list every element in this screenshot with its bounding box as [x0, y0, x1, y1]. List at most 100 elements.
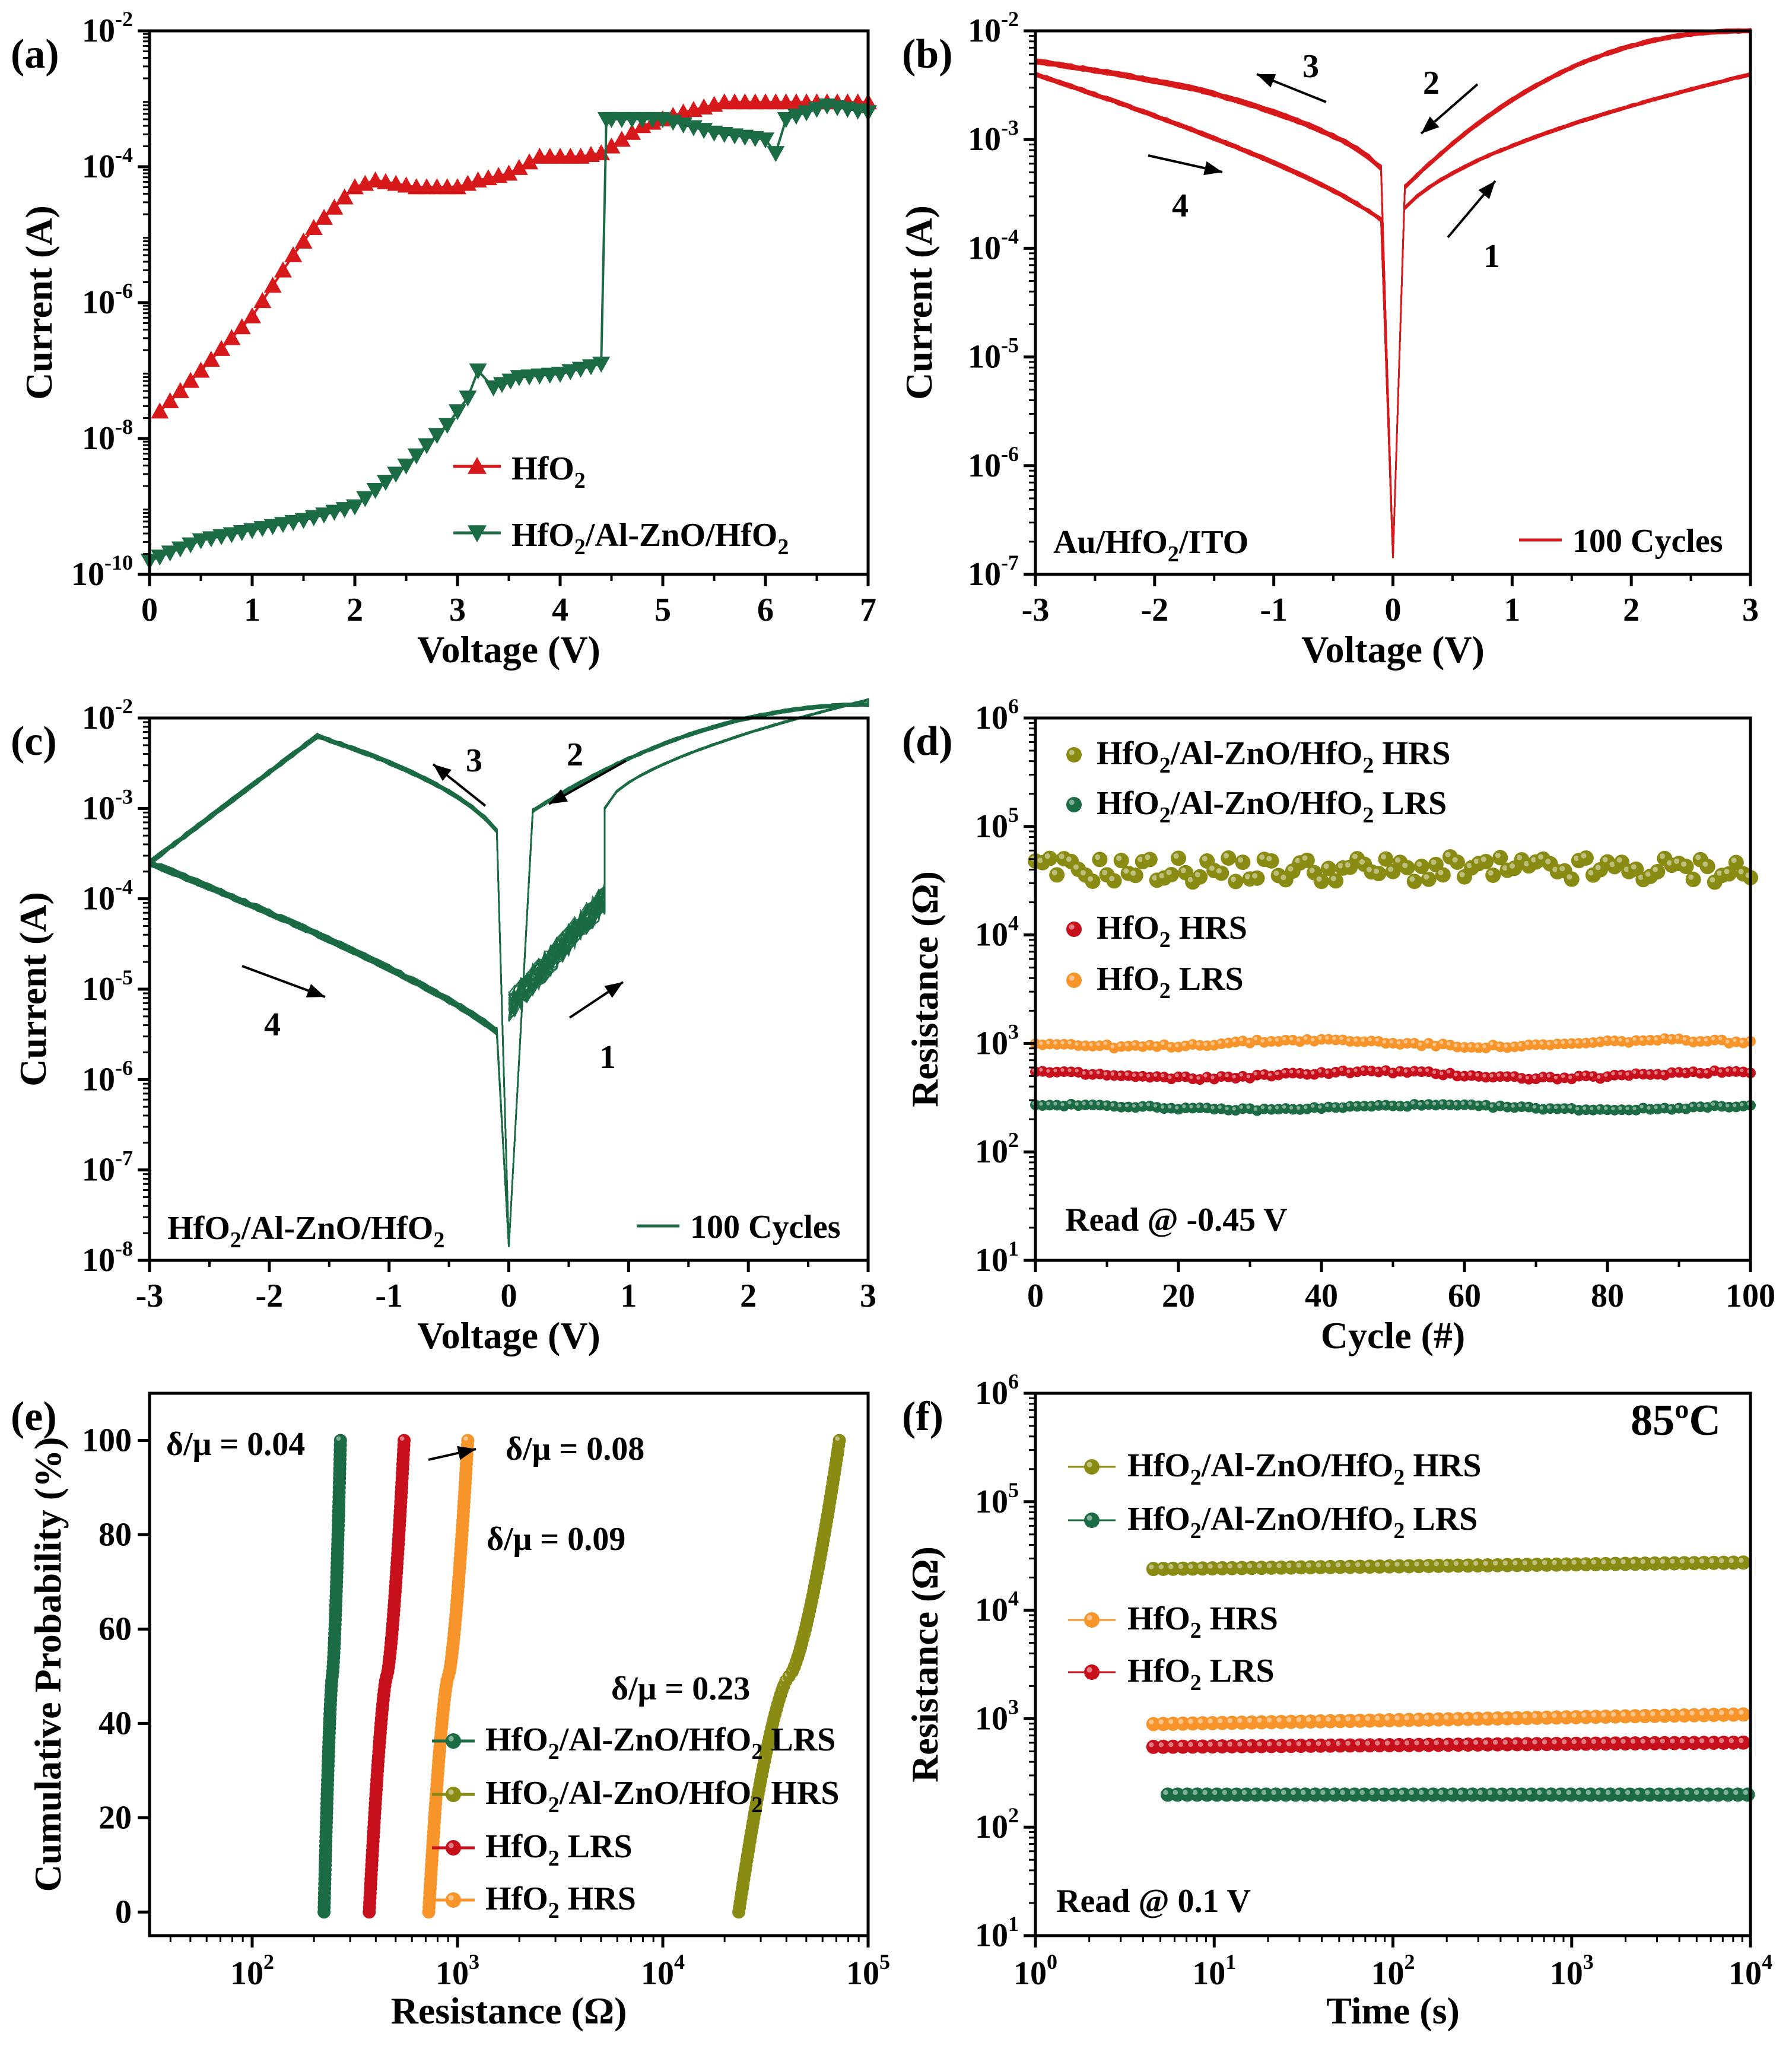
data-point-highlight — [1359, 859, 1365, 865]
data-point — [1215, 1715, 1229, 1730]
data-point-highlight — [1483, 1561, 1488, 1566]
data-point-highlight — [1069, 975, 1075, 981]
legend-entry: HfO2​ — [511, 450, 586, 493]
data-point — [1588, 1557, 1603, 1572]
data-point-highlight — [1504, 1073, 1508, 1077]
data-point-highlight — [1203, 1073, 1208, 1078]
x-tick-label: 102​ — [230, 1950, 274, 1992]
y-tick-label: 20 — [99, 1799, 132, 1836]
text-run: /Al-ZnO/HfO — [1201, 1447, 1394, 1484]
data-point-highlight — [1740, 1068, 1744, 1073]
data-point-highlight — [1246, 1105, 1250, 1109]
data-point — [1578, 1710, 1593, 1724]
data-point-highlight — [1575, 1040, 1580, 1044]
data-point — [1707, 1555, 1721, 1570]
data-point-highlight — [1632, 1070, 1637, 1074]
data-point — [151, 402, 169, 419]
data-point-highlight — [1296, 1741, 1301, 1746]
data-point — [1249, 1787, 1264, 1802]
data-point-highlight — [1158, 1719, 1164, 1724]
data-point-highlight — [1452, 857, 1458, 863]
data-point-highlight — [1187, 876, 1193, 882]
data-point — [1186, 1739, 1200, 1754]
data-point-highlight — [1483, 1740, 1488, 1745]
data-point — [1687, 1556, 1702, 1571]
data-point — [1667, 1736, 1682, 1750]
data-point-highlight — [1149, 1719, 1154, 1725]
text-run: 10 — [975, 1592, 1008, 1629]
data-point — [561, 364, 580, 380]
data-point-highlight — [1309, 868, 1315, 873]
text-run: 2 — [548, 1846, 560, 1871]
data-point-highlight — [1253, 1036, 1258, 1041]
data-point — [1160, 1787, 1175, 1802]
data-point — [1165, 1716, 1180, 1731]
data-point — [571, 361, 590, 378]
data-point-highlight — [1561, 1713, 1567, 1718]
data-point-highlight — [1496, 1043, 1501, 1047]
data-point-highlight — [1729, 1738, 1734, 1743]
data-point-highlight — [1668, 1069, 1672, 1073]
data-point-highlight — [1339, 1067, 1343, 1072]
data-point-highlight — [1330, 1790, 1336, 1795]
data-point — [192, 533, 210, 549]
data-point — [387, 174, 405, 191]
data-point — [1728, 854, 1744, 870]
data-point-highlight — [1561, 1105, 1565, 1109]
data-point-highlight — [1552, 1739, 1557, 1745]
x-tick-label: 102​ — [1371, 1950, 1415, 1992]
data-point-highlight — [1304, 1070, 1308, 1075]
data-point-highlight — [1632, 1106, 1637, 1111]
data-point-highlight — [1689, 1103, 1694, 1107]
data-point — [1421, 1712, 1436, 1727]
data-point-highlight — [1504, 1044, 1508, 1048]
data-point-highlight — [1175, 1043, 1179, 1047]
data-point-highlight — [1432, 1043, 1437, 1047]
data-point-highlight — [1723, 1790, 1729, 1795]
data-point-highlight — [1345, 862, 1351, 868]
data-point-highlight — [1266, 856, 1272, 862]
data-point-highlight — [1609, 862, 1615, 868]
data-point — [346, 499, 364, 516]
data-point-highlight — [1583, 1106, 1587, 1110]
data-point-highlight — [1373, 868, 1380, 874]
data-point-highlight — [1621, 1559, 1626, 1565]
data-point — [1412, 1737, 1426, 1752]
data-point-highlight — [1289, 1036, 1294, 1041]
data-point — [1298, 1787, 1313, 1802]
data-point-highlight — [1566, 1790, 1571, 1795]
y-axis-title: Current (A) — [18, 205, 60, 400]
data-point — [1299, 852, 1315, 868]
data-point-highlight — [1718, 1069, 1723, 1073]
data-point-highlight — [1168, 1075, 1172, 1079]
data-point-highlight — [1654, 1790, 1660, 1795]
data-point-highlight — [1640, 1559, 1645, 1564]
annotation-cv: δ/μ = 0.08 — [506, 1431, 644, 1467]
data-point — [1392, 1737, 1407, 1752]
text-run: -3 — [115, 784, 133, 808]
data-point — [1146, 1717, 1161, 1732]
data-point-highlight — [1504, 1103, 1508, 1108]
data-point-highlight — [1719, 1558, 1724, 1564]
data-point-highlight — [1241, 1790, 1247, 1795]
data-point-highlight — [1640, 1037, 1644, 1041]
data-point-highlight — [1478, 1790, 1483, 1795]
text-run: 10 — [975, 808, 1008, 845]
data-point-highlight — [1318, 1069, 1322, 1073]
panel-d: 0 20 40 60 80 100 101​ 102​ 103​ 104​ 105​ 106​ Cycl… — [902, 694, 1775, 1356]
y-tick-label: 105​ — [975, 803, 1019, 845]
data-point-highlight — [1492, 1561, 1498, 1566]
series-1 — [1030, 1098, 1756, 1116]
data-point — [1294, 1739, 1308, 1753]
data-point — [1736, 1707, 1750, 1722]
y-tick-label: 10-7​ — [82, 1146, 133, 1189]
data-point — [304, 219, 323, 236]
data-point-highlight — [1546, 1041, 1551, 1046]
data-point-highlight — [1704, 1790, 1709, 1795]
data-point-highlight — [1335, 1716, 1341, 1721]
data-point-highlight — [1396, 1068, 1401, 1072]
panel-f: 100​101​102​103​104​101​102​103​104​105​… — [902, 1370, 1772, 2032]
x-tick-label: 0 — [141, 592, 158, 628]
data-point-highlight — [1232, 1107, 1236, 1111]
data-point-highlight — [1103, 1102, 1107, 1106]
